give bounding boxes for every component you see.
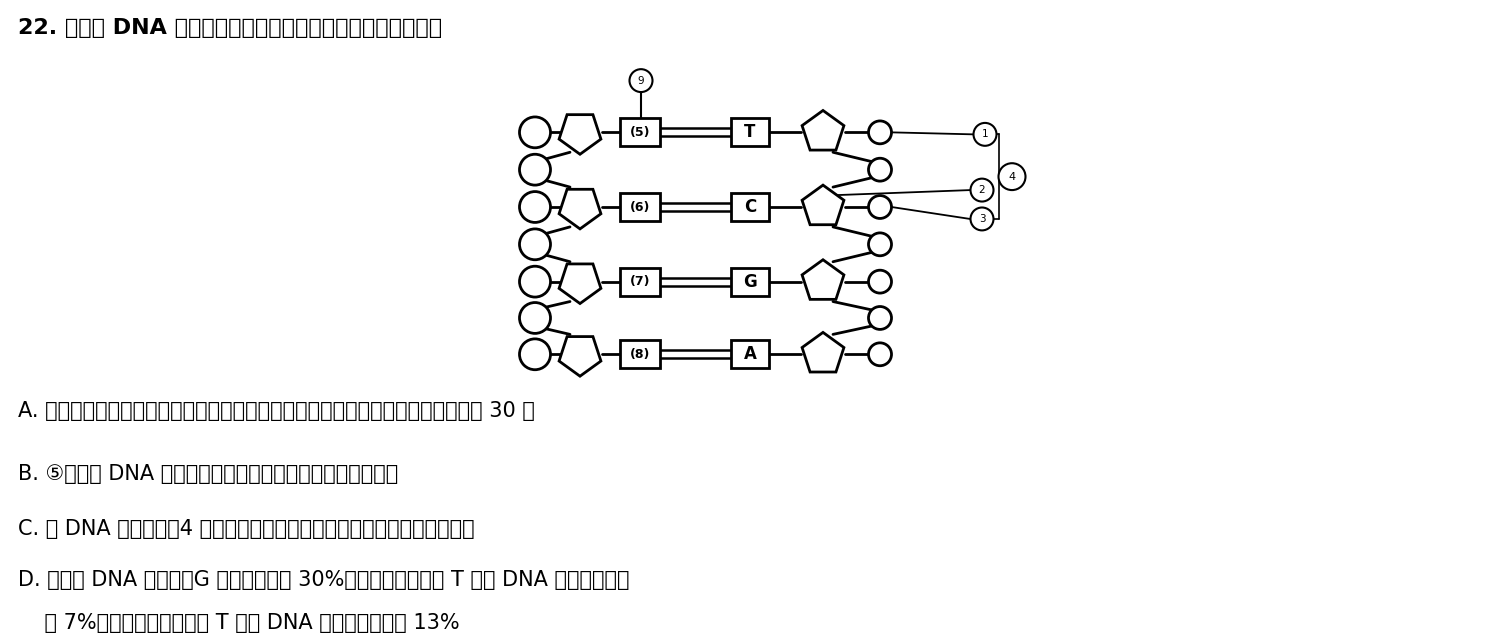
Text: C. 该 DNA 分子可能有4 种碱基对排列顺序，但不一定都能出现在生物体内: C. 该 DNA 分子可能有4 种碱基对排列顺序，但不一定都能出现在生物体内	[18, 519, 474, 538]
Circle shape	[869, 306, 892, 329]
Circle shape	[998, 163, 1025, 190]
Polygon shape	[558, 189, 600, 229]
FancyBboxPatch shape	[620, 268, 660, 295]
Circle shape	[869, 271, 892, 293]
FancyBboxPatch shape	[731, 340, 769, 368]
Text: C: C	[744, 198, 757, 216]
Polygon shape	[558, 115, 600, 154]
Text: D. 某双链 DNA 分子中，G 占碱基总数的 30%，其中一条链中的 T 占该 DNA 分子碱基总数: D. 某双链 DNA 分子中，G 占碱基总数的 30%，其中一条链中的 T 占该…	[18, 570, 629, 590]
Text: A: A	[743, 345, 757, 363]
FancyBboxPatch shape	[731, 119, 769, 146]
Circle shape	[519, 229, 551, 260]
Polygon shape	[802, 185, 844, 225]
Circle shape	[971, 179, 994, 202]
Circle shape	[519, 154, 551, 185]
Text: A. 若仅用订书钉将脱氧核糖、磷酸、碱基连为一体并构建如图的片段，则需订书钉 30 个: A. 若仅用订书钉将脱氧核糖、磷酸、碱基连为一体并构建如图的片段，则需订书钉 3…	[18, 401, 534, 421]
Circle shape	[971, 207, 994, 230]
Text: 1: 1	[982, 130, 988, 139]
Text: (5): (5)	[630, 126, 650, 139]
Text: 3: 3	[979, 214, 985, 224]
Circle shape	[869, 343, 892, 366]
Circle shape	[629, 69, 653, 92]
FancyBboxPatch shape	[620, 340, 660, 368]
Circle shape	[519, 266, 551, 297]
FancyBboxPatch shape	[731, 193, 769, 221]
Circle shape	[869, 196, 892, 218]
Circle shape	[869, 158, 892, 181]
Text: (7): (7)	[630, 275, 650, 288]
Text: (6): (6)	[630, 200, 650, 214]
Text: 22. 如图为 DNA 分子结构示意图，下列对该图的叙述正确的是: 22. 如图为 DNA 分子结构示意图，下列对该图的叙述正确的是	[18, 18, 443, 38]
Circle shape	[869, 121, 892, 144]
Circle shape	[519, 339, 551, 369]
Circle shape	[974, 123, 997, 146]
Polygon shape	[802, 110, 844, 150]
FancyBboxPatch shape	[620, 119, 660, 146]
Text: 的 7%，那么另一条链中的 T 占该 DNA 分子碱基总数的 13%: 的 7%，那么另一条链中的 T 占该 DNA 分子碱基总数的 13%	[18, 613, 459, 633]
Polygon shape	[558, 264, 600, 304]
Text: 4: 4	[1009, 172, 1016, 182]
Circle shape	[519, 117, 551, 148]
Text: 2: 2	[979, 185, 985, 195]
FancyBboxPatch shape	[731, 268, 769, 295]
Polygon shape	[802, 260, 844, 299]
FancyBboxPatch shape	[620, 193, 660, 221]
Circle shape	[519, 302, 551, 334]
Text: G: G	[743, 272, 757, 291]
Polygon shape	[558, 337, 600, 376]
Text: B. ⑤是构成 DNA 的基本组成单位，名称是胞嘴噸脱氧核苷酸: B. ⑤是构成 DNA 的基本组成单位，名称是胞嘴噸脱氧核苷酸	[18, 464, 398, 484]
Polygon shape	[802, 332, 844, 372]
Circle shape	[869, 233, 892, 256]
Text: (8): (8)	[630, 348, 650, 361]
Text: 9: 9	[638, 76, 644, 85]
Circle shape	[519, 191, 551, 223]
Text: T: T	[744, 123, 755, 142]
